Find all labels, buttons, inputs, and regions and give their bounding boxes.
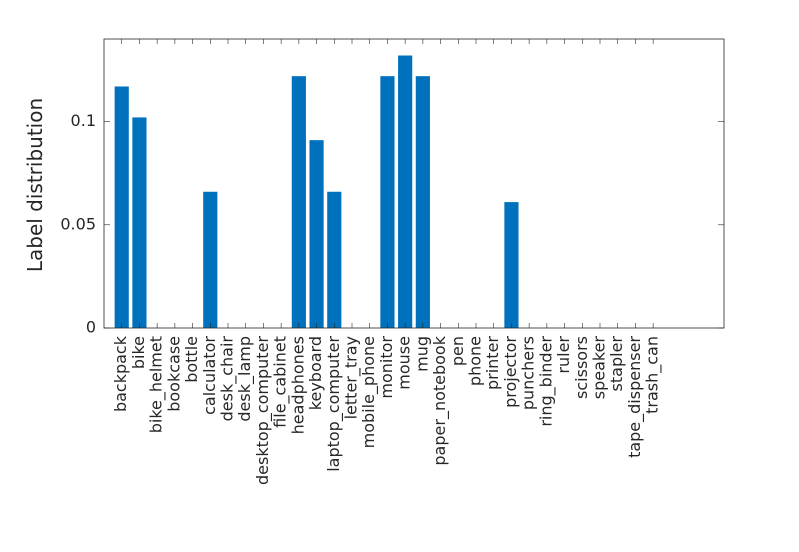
x-tick-label: bottle [182, 336, 201, 383]
bar [398, 55, 413, 329]
x-tick-label: pen [448, 336, 467, 366]
x-tick-label: bookcase [164, 336, 183, 412]
x-tick-label: bike [129, 336, 148, 369]
x-tick-label: file_cabinet [271, 336, 291, 428]
x-tick-label: paper_notebook [430, 335, 450, 465]
x-tick-label: desk_lamp [235, 336, 255, 422]
bar [380, 76, 395, 329]
x-tick-label: speaker [590, 336, 609, 400]
x-tick-label: bike_helmet [147, 336, 167, 433]
x-tick-label: scissors [572, 336, 591, 399]
x-tick-label: mouse [395, 336, 414, 390]
x-tick-label: letter_tray [342, 336, 362, 419]
y-tick-label: 0.1 [71, 111, 96, 130]
x-tick-label: mobile_phone [359, 336, 379, 448]
y-axis-label: Label distribution [23, 98, 47, 272]
x-tick-label: punchers [519, 336, 538, 410]
y-tick-label: 0.05 [60, 214, 96, 233]
bar [132, 117, 147, 328]
bar [203, 191, 218, 328]
x-tick-label: desktop_computer [253, 336, 273, 485]
x-tick-label: keyboard [306, 336, 325, 410]
x-tick-label: mug [412, 336, 431, 372]
x-tick-label: tape_dispenser [625, 336, 645, 458]
x-tick-label: printer [483, 336, 502, 390]
x-tick-label: phone [466, 336, 485, 386]
x-tick-label: stapler [607, 336, 626, 392]
x-tick-label: ring_binder [536, 336, 556, 427]
x-tick-label: monitor [377, 336, 396, 399]
x-tick-label: laptop_computer [324, 336, 344, 472]
axes-box [103, 38, 725, 329]
y-tick-label: 0 [86, 318, 96, 337]
x-tick-label: backpack [111, 335, 130, 412]
bar [327, 191, 342, 328]
bar [504, 202, 519, 328]
bar [415, 76, 430, 329]
x-tick-label: headphones [288, 336, 307, 434]
bar [114, 86, 129, 328]
bar [309, 140, 324, 328]
x-tick-label: desk_chair [218, 336, 238, 422]
x-tick-label: projector [501, 336, 520, 408]
x-tick-label: calculator [200, 336, 219, 415]
bar [291, 76, 306, 329]
x-tick-label: ruler [554, 336, 573, 374]
x-tick-label: trash_can [643, 336, 663, 414]
